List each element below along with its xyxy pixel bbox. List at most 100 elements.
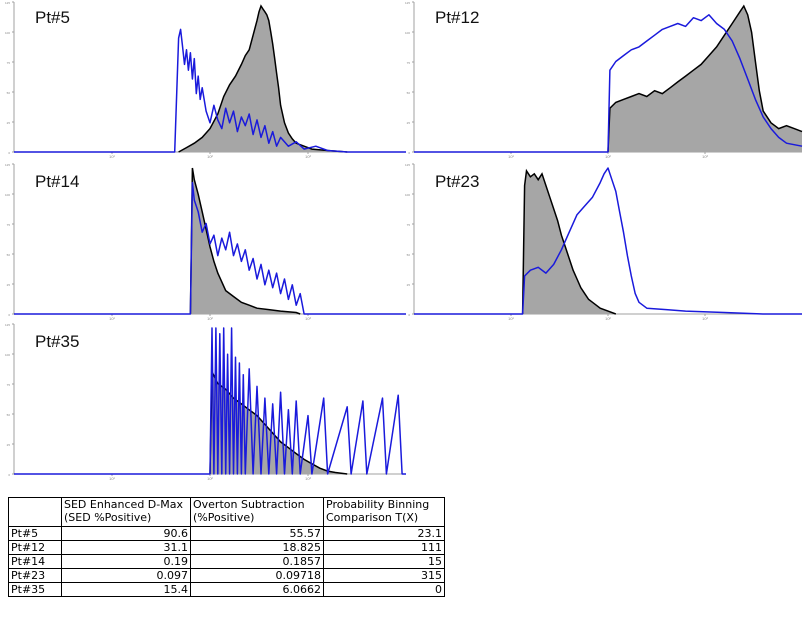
table-cell: 0.097: [61, 568, 191, 583]
x-tick-label: 10²: [207, 476, 213, 481]
y-tick-label: 25: [407, 283, 411, 287]
panel-label: Pt#35: [35, 332, 80, 351]
table-cell: 90.6: [61, 526, 191, 541]
blue-series-line: [414, 167, 802, 315]
y-tick-label: 25: [7, 443, 11, 447]
table-header-cell: [8, 497, 62, 527]
y-tick-label: 0: [408, 151, 410, 155]
table-cell: Pt#14: [8, 554, 62, 569]
y-tick-label: 25: [7, 283, 11, 287]
x-tick-label: 10¹: [109, 476, 115, 481]
y-tick-label: 75: [407, 223, 411, 227]
y-tick-label: 25: [407, 121, 411, 125]
y-tick-label: 50: [407, 253, 411, 257]
table-cell: 18.825: [190, 540, 324, 555]
y-tick-label: 50: [7, 413, 11, 417]
table-cell: 0.19: [61, 554, 191, 569]
histogram-panel-pt23: 0 25 50 75 100 125 10¹ 10² 10³ Pt#23: [405, 162, 804, 322]
black-series-line: [607, 4, 803, 153]
y-tick-label: 75: [7, 61, 11, 65]
black-series-line: [178, 4, 348, 153]
histogram-panel-pt14: 0 25 50 75 100 125 10¹ 10² 10³ Pt#14: [5, 162, 408, 322]
black-series-line: [521, 168, 617, 315]
y-tick-label: 100: [5, 193, 10, 197]
header-line: Comparison T(X): [326, 511, 419, 524]
y-tick-label: 125: [5, 1, 10, 5]
x-tick-label: 10³: [305, 154, 311, 159]
header-line: Overton Subtraction: [193, 498, 305, 511]
table-row: Pt#23 0.097 0.09718 315: [8, 568, 445, 583]
y-tick-label: 100: [5, 353, 10, 357]
header-line: (SED %Positive): [64, 511, 152, 524]
y-tick-label: 100: [5, 31, 10, 35]
x-tick-label: 10²: [207, 316, 213, 321]
y-tick-label: 100: [405, 31, 410, 35]
gray-area: [608, 6, 802, 152]
y-tick-label: 75: [7, 223, 11, 227]
table-cell: 15.4: [61, 582, 191, 597]
y-tick-label: 125: [405, 163, 410, 167]
table-header-cell: Overton Subtraction (%Positive): [190, 497, 324, 527]
y-tick-label: 50: [7, 253, 11, 257]
table-header-cell: Probability Binning Comparison T(X): [323, 497, 445, 527]
table-header-row: SED Enhanced D-Max (SED %Positive) Overt…: [8, 497, 445, 527]
table-cell: Pt#12: [8, 540, 62, 555]
y-tick-label: 50: [7, 91, 11, 95]
y-tick-label: 0: [8, 151, 10, 155]
table-cell: 0: [323, 582, 445, 597]
panel-label: Pt#23: [435, 172, 480, 191]
x-tick-label: 10²: [605, 154, 611, 159]
x-tick-label: 10³: [702, 154, 708, 159]
table-cell: Pt#35: [8, 582, 62, 597]
y-tick-label: 125: [5, 323, 10, 327]
panel-label: Pt#5: [35, 8, 70, 27]
y-tick-label: 25: [7, 121, 11, 125]
table-header-cell: SED Enhanced D-Max (SED %Positive): [61, 497, 191, 527]
y-tick-label: 75: [407, 61, 411, 65]
black-series-line: [209, 371, 348, 475]
gray-area: [190, 168, 301, 314]
x-tick-label: 10³: [305, 316, 311, 321]
header-line: Probability Binning: [326, 498, 430, 511]
x-tick-label: 10²: [207, 154, 213, 159]
table-row: Pt#14 0.19 0.1857 15: [8, 554, 445, 569]
y-tick-label: 0: [8, 313, 10, 317]
blue-series-line: [414, 14, 803, 153]
table-cell: Pt#5: [8, 526, 62, 541]
y-tick-label: 125: [405, 1, 410, 5]
table-cell: 315: [323, 568, 445, 583]
table-cell: 31.1: [61, 540, 191, 555]
histogram-panel-pt35: 0 25 50 75 100 125 10¹ 10² 10³ Pt#35: [5, 322, 408, 482]
blue-series-line: [14, 28, 406, 153]
x-tick-label: 10¹: [508, 316, 514, 321]
y-tick-label: 50: [407, 91, 411, 95]
x-tick-label: 10³: [702, 316, 708, 321]
gray-area: [522, 170, 616, 314]
table-row: Pt#5 90.6 55.57 23.1: [8, 526, 445, 541]
table-cell: Pt#23: [8, 568, 62, 583]
histogram-svg-pt35: 0 25 50 75 100 125 10¹ 10² 10³: [5, 323, 406, 481]
blue-series-line: [14, 327, 406, 475]
panel-label: Pt#14: [35, 172, 80, 191]
table-cell: 55.57: [190, 526, 324, 541]
results-table: SED Enhanced D-Max (SED %Positive) Overt…: [8, 497, 445, 597]
results-table-wrapper: SED Enhanced D-Max (SED %Positive) Overt…: [8, 497, 445, 597]
histogram-panel-pt5: 0 25 50 75 100 125 10¹ 10² 10³ Pt#5: [5, 0, 408, 160]
blue-series-line: [14, 181, 406, 315]
histogram-svg-pt23: 0 25 50 75 100 125 10¹ 10² 10³: [405, 163, 802, 321]
panel-label: Pt#12: [435, 8, 480, 27]
x-tick-label: 10¹: [508, 154, 514, 159]
table-row: Pt#35 15.4 6.0662 0: [8, 582, 445, 597]
table-cell: 15: [323, 554, 445, 569]
x-tick-label: 10²: [605, 316, 611, 321]
histogram-svg-pt12: 0 25 50 75 100 125 10¹ 10² 10³: [405, 1, 803, 159]
table-cell: 0.1857: [190, 554, 324, 569]
table-row: Pt#12 31.1 18.825 111: [8, 540, 445, 555]
x-tick-label: 10³: [305, 476, 311, 481]
table-cell: 23.1: [323, 526, 445, 541]
table-cell: 0.09718: [190, 568, 324, 583]
gray-area: [178, 6, 348, 152]
table-cell: 111: [323, 540, 445, 555]
x-tick-label: 10¹: [109, 154, 115, 159]
histogram-svg-pt5: 0 25 50 75 100 125 10¹ 10² 10³: [5, 1, 406, 159]
